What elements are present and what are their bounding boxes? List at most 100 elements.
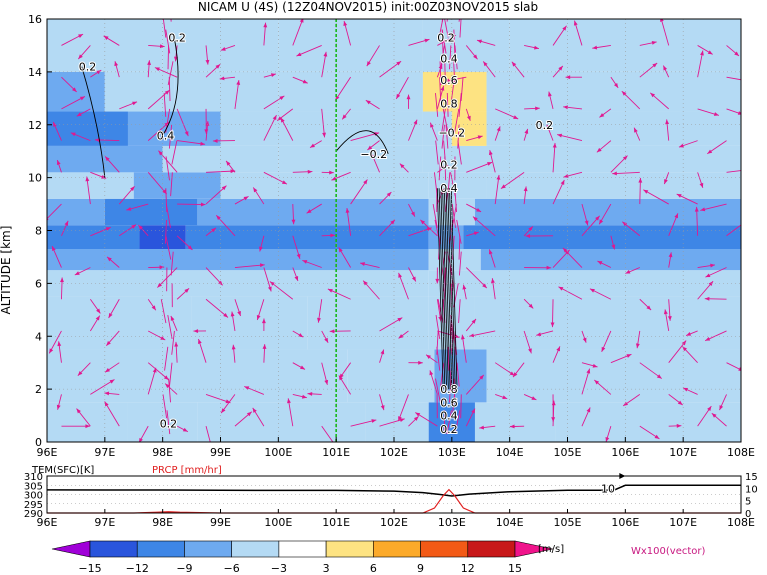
wind-vector-head xyxy=(327,288,333,293)
colorbar-tick-label: −6 xyxy=(224,562,240,575)
wind-vector-head xyxy=(592,363,598,368)
wind-vector-head xyxy=(72,87,77,92)
wind-vector-head xyxy=(524,128,529,134)
wind-vector-head xyxy=(324,337,329,343)
wind-vector-head xyxy=(105,227,111,231)
wind-vector-head xyxy=(280,117,285,123)
x-tick-label: 105E xyxy=(554,516,582,529)
x-axis: 96E 97E 98E 99E 100E 101E 102E 103E 104E 105E 106E… xyxy=(37,509,755,529)
wind-vector-head xyxy=(707,149,713,154)
contour-label: −0.2 xyxy=(360,148,387,161)
field-cell xyxy=(47,225,140,250)
wind-vector-head xyxy=(694,206,699,212)
y-left-tick-label: 305 xyxy=(24,481,43,492)
x-tick-label: 98E xyxy=(152,516,173,529)
wind-vector xyxy=(456,219,462,244)
wind-vector-head xyxy=(230,311,235,317)
wind-vector-head xyxy=(244,386,250,390)
contour-line xyxy=(443,188,451,390)
wind-vector-head xyxy=(270,73,276,78)
field-cell xyxy=(428,270,741,297)
series-lines: 10 xyxy=(46,473,741,514)
wind-vector xyxy=(460,77,464,101)
colorbar-cell xyxy=(89,540,138,558)
field-cell xyxy=(47,249,429,271)
wind-vector xyxy=(263,114,277,141)
wind-vector xyxy=(450,77,456,102)
wind-vector-head xyxy=(413,416,419,421)
wind-vector-head xyxy=(105,156,110,162)
wind-vector-head xyxy=(259,263,265,268)
x-tick-label: 105E xyxy=(554,446,582,459)
contour-label: 0.2 xyxy=(168,32,186,45)
x-tick-label: 99E xyxy=(210,516,231,529)
wind-vector-head xyxy=(500,184,506,189)
wind-vector-head xyxy=(469,333,475,338)
contour-label: 0.4 xyxy=(157,129,175,142)
contour-line xyxy=(449,188,456,390)
wind-vector-head xyxy=(53,121,57,127)
wind-vector xyxy=(466,161,493,173)
wind-vector-head xyxy=(324,379,329,385)
y-tick-label: 4 xyxy=(35,330,42,343)
wind-vector-head xyxy=(322,132,327,138)
wind-vector-head xyxy=(367,145,373,151)
wind-vector xyxy=(205,426,211,442)
wind-vector xyxy=(465,267,488,289)
field-cell xyxy=(220,349,348,403)
wind-vector-head xyxy=(502,395,508,400)
wind-vector-head xyxy=(487,162,493,166)
wind-vector xyxy=(164,346,169,371)
field-cell xyxy=(486,71,741,112)
wind-vector-head xyxy=(64,220,69,226)
wind-vector-head xyxy=(656,374,662,379)
wind-vector-head xyxy=(406,94,411,100)
wind-vector-head xyxy=(443,165,449,170)
wind-vector xyxy=(435,315,441,339)
wind-vector xyxy=(457,140,462,165)
contour-label: 0.6 xyxy=(440,396,458,409)
wind-vector-head xyxy=(187,245,193,250)
wind-vector-head xyxy=(535,106,540,111)
wind-vector xyxy=(500,171,525,190)
field-cell xyxy=(139,225,186,250)
wind-vector-head xyxy=(479,425,485,430)
wind-vector-head xyxy=(528,348,532,354)
contour-label: 0.2 xyxy=(79,61,97,74)
wind-vector xyxy=(439,77,442,101)
wind-vector-head xyxy=(49,348,54,354)
wind-vector xyxy=(458,251,462,276)
wind-vector-head xyxy=(477,135,483,140)
colorbar-cell xyxy=(278,540,327,558)
wind-vector-head xyxy=(496,126,501,132)
wind-vector-head xyxy=(488,249,493,255)
wind-vector-head xyxy=(596,147,602,153)
wind-vector-head xyxy=(705,273,711,278)
wind-vector-head xyxy=(573,20,578,26)
contour-label: 0.2 xyxy=(160,417,178,430)
wind-vector xyxy=(446,93,449,117)
wind-vector xyxy=(167,61,174,86)
x-axis: 96E 97E 98E 99E 100E 101E 102E 103E 104E 105E 106E… xyxy=(37,437,755,459)
wind-vector-head xyxy=(525,234,531,238)
wind-vector-head xyxy=(307,169,313,174)
x-tick-label: 102E xyxy=(380,516,408,529)
wind-vector-head xyxy=(745,218,750,222)
wind-vector-head xyxy=(710,263,715,268)
wind-vector xyxy=(444,61,446,86)
wind-vector-head xyxy=(77,370,83,376)
wind-vector xyxy=(166,410,171,435)
contour-line xyxy=(438,188,446,390)
wind-vector-head xyxy=(664,179,668,185)
wind-vector-head xyxy=(399,418,405,423)
wind-vector-head xyxy=(546,124,551,130)
contour-line xyxy=(450,188,458,390)
wind-vector-head xyxy=(719,405,724,411)
wind-vector xyxy=(215,215,236,237)
field-cell xyxy=(127,111,221,146)
x-tick-label: 100E xyxy=(264,516,292,529)
wind-vector-head xyxy=(114,61,119,67)
wind-vector-head xyxy=(476,207,482,212)
x-tick-label: 96E xyxy=(37,446,58,459)
wind-vector-head xyxy=(643,189,649,194)
